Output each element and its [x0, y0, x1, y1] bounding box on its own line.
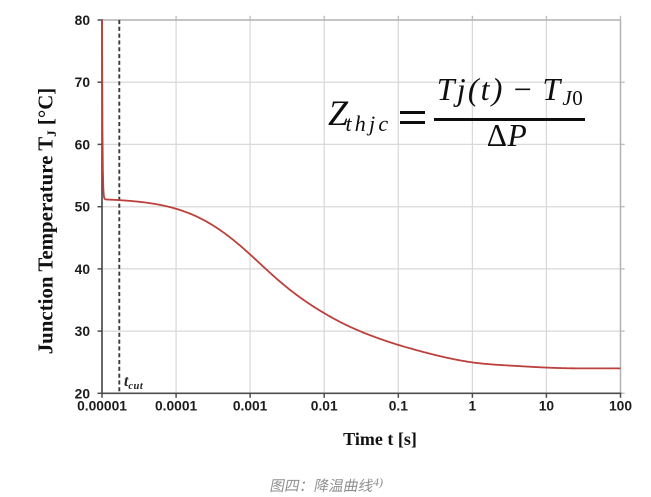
svg-text:40: 40: [75, 262, 91, 277]
svg-text:10: 10: [539, 399, 555, 414]
svg-text:4): 4): [373, 475, 383, 489]
svg-text:60: 60: [75, 137, 91, 152]
svg-text:0.01: 0.01: [311, 399, 338, 414]
svg-text:1: 1: [469, 399, 477, 414]
svg-text:0.001: 0.001: [233, 399, 268, 414]
svg-text:50: 50: [75, 200, 91, 215]
svg-text:0.0001: 0.0001: [155, 399, 198, 414]
svg-text:30: 30: [75, 324, 91, 339]
svg-text:0.00001: 0.00001: [77, 399, 127, 414]
svg-text:20: 20: [75, 386, 91, 401]
svg-text:100: 100: [609, 399, 632, 414]
svg-text:70: 70: [75, 75, 91, 90]
svg-text:80: 80: [75, 13, 91, 28]
svg-text:0.1: 0.1: [389, 399, 409, 414]
